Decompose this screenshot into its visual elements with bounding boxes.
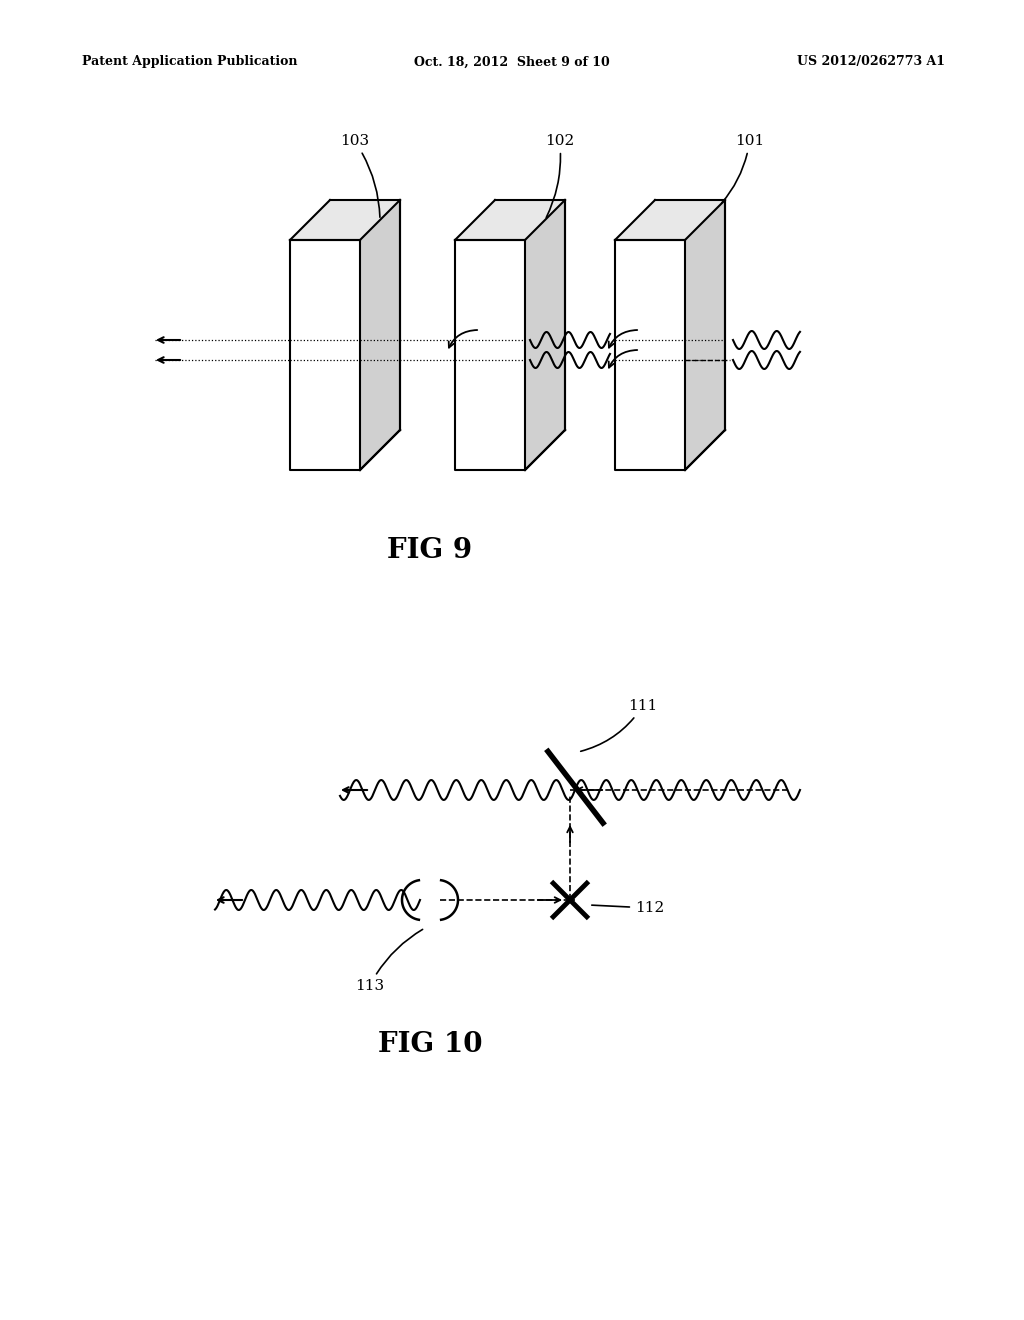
Polygon shape [290, 240, 360, 470]
Text: Patent Application Publication: Patent Application Publication [82, 55, 298, 69]
Text: FIG 9: FIG 9 [387, 536, 472, 564]
Polygon shape [455, 240, 525, 470]
Text: 101: 101 [722, 135, 764, 203]
Text: US 2012/0262773 A1: US 2012/0262773 A1 [797, 55, 945, 69]
Polygon shape [685, 201, 725, 470]
Text: Oct. 18, 2012  Sheet 9 of 10: Oct. 18, 2012 Sheet 9 of 10 [414, 55, 610, 69]
Text: 113: 113 [355, 929, 423, 993]
Text: 112: 112 [592, 902, 665, 915]
Text: 111: 111 [581, 700, 657, 751]
Polygon shape [360, 201, 400, 470]
Polygon shape [615, 240, 685, 470]
Polygon shape [290, 201, 400, 240]
Polygon shape [525, 201, 565, 470]
Text: FIG 10: FIG 10 [378, 1031, 482, 1059]
Polygon shape [455, 201, 565, 240]
Text: 103: 103 [340, 135, 380, 218]
Text: 102: 102 [545, 135, 574, 218]
Polygon shape [615, 201, 725, 240]
